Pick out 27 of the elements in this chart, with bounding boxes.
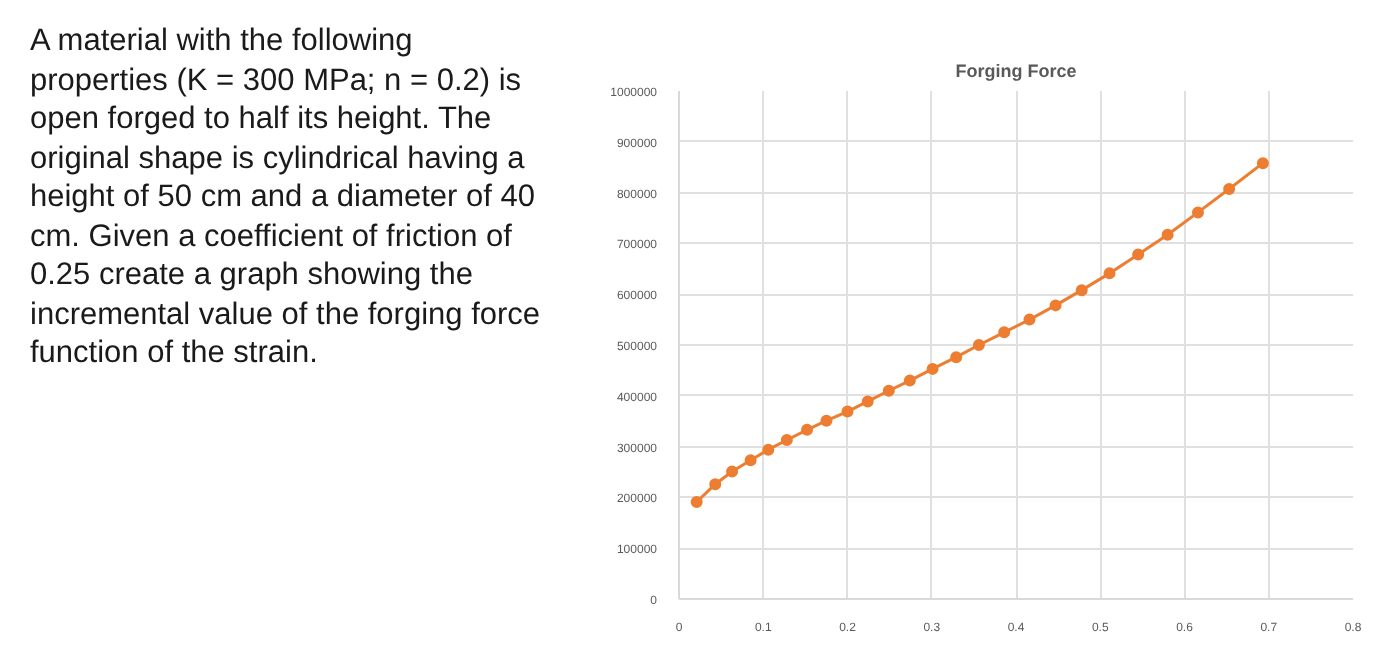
point — [1191, 206, 1204, 219]
point — [1132, 248, 1145, 261]
point — [903, 374, 916, 387]
point — [950, 351, 963, 364]
point — [801, 423, 814, 436]
point — [1256, 157, 1269, 170]
point — [861, 395, 874, 408]
point — [1103, 267, 1116, 280]
point — [690, 495, 703, 508]
point — [972, 339, 985, 351]
text: A material with the following properties (K = 300 MPa; n = 0.2) is open forged to half its height. The original shape is cylindrical having a height of 50 cm and a diameter of 40 cm. Given a coefficient of friction of 0.25 create a graph showing the incremental value of the forging force function of the strain. — [30, 24, 541, 370]
point — [841, 405, 854, 418]
point — [1075, 284, 1088, 297]
chart-title: Forging Force — [955, 61, 1077, 81]
point — [882, 384, 895, 397]
point — [744, 454, 757, 467]
point — [998, 326, 1011, 339]
point — [780, 434, 793, 446]
point — [726, 465, 739, 478]
point — [709, 478, 722, 491]
point — [1161, 228, 1174, 241]
point — [926, 362, 939, 375]
point — [820, 414, 833, 427]
point — [1023, 313, 1036, 326]
point — [1049, 299, 1062, 312]
point — [1223, 183, 1236, 196]
point — [762, 443, 775, 456]
